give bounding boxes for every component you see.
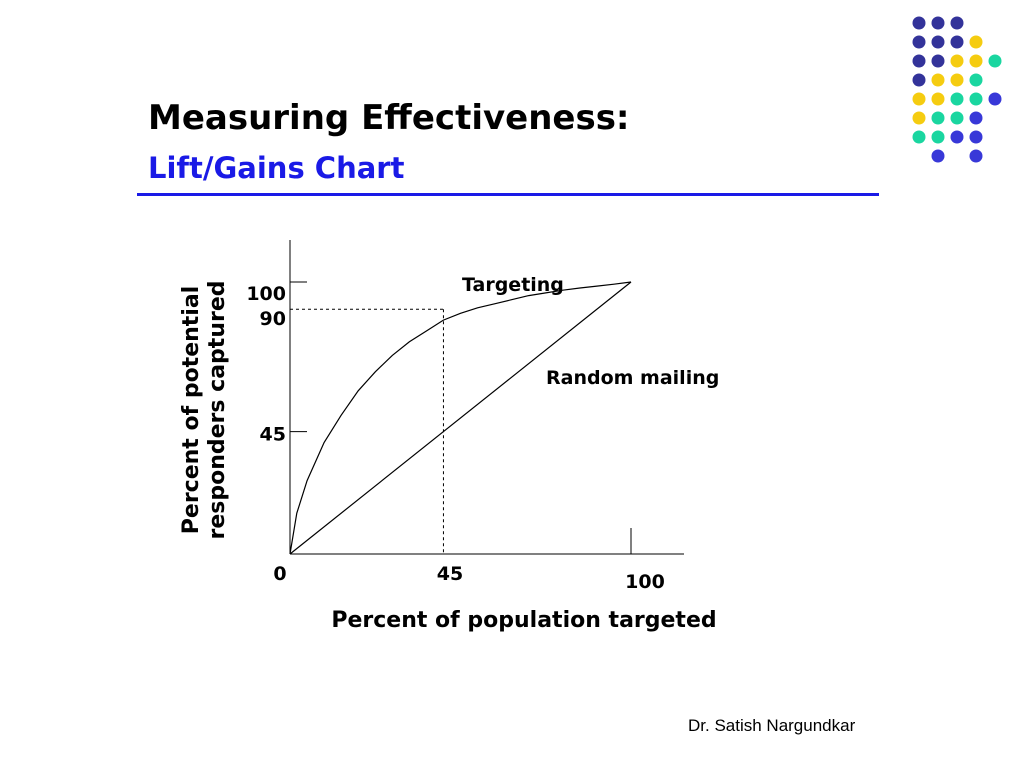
axis-ticks — [290, 281, 632, 554]
decor-dot — [912, 35, 926, 49]
decor-dot — [931, 130, 945, 144]
series-line-random — [289, 281, 632, 555]
slide-subtitle: Lift/Gains Chart — [148, 151, 405, 185]
decor-dot — [931, 16, 945, 30]
y-axis-label-line-1: Percent of potential — [179, 286, 204, 534]
decor-dot — [969, 130, 983, 144]
x-tick-label: 0 — [273, 563, 286, 585]
series-labels: Targeting Random mailing — [462, 274, 719, 389]
y-tick-label: 90 — [260, 308, 286, 330]
decor-dot — [969, 111, 983, 125]
decor-dot — [912, 130, 926, 144]
decor-dot — [931, 54, 945, 68]
decor-dot — [969, 149, 983, 163]
decor-dot — [950, 92, 964, 106]
x-tick-label: 45 — [437, 563, 463, 585]
decor-dot — [931, 73, 945, 87]
decor-dot — [950, 130, 964, 144]
decor-dot — [950, 16, 964, 30]
y-axis-label-line-2: responders captured — [205, 281, 230, 540]
decor-dot — [912, 92, 926, 106]
y-tick-label: 45 — [260, 424, 286, 446]
decor-dot — [912, 54, 926, 68]
decor-dot — [931, 111, 945, 125]
reference-guides — [290, 308, 444, 554]
y-axis-label: Percent of potential responders captured — [179, 281, 230, 540]
decor-dot — [969, 54, 983, 68]
series-label-targeting: Targeting — [462, 274, 564, 296]
series-lines — [289, 281, 632, 555]
series-line-targeting — [289, 281, 632, 555]
x-axis-label: Percent of population targeted — [331, 608, 716, 633]
decorative-dot-grid — [912, 16, 1002, 163]
decor-dot — [950, 73, 964, 87]
decor-dot — [931, 92, 945, 106]
series-label-random: Random mailing — [546, 367, 719, 389]
decor-dot — [969, 92, 983, 106]
y-tick-label: 100 — [246, 283, 286, 305]
decor-dot — [950, 111, 964, 125]
x-tick-label: 100 — [625, 571, 665, 593]
decor-dot — [988, 92, 1002, 106]
decor-dot — [912, 73, 926, 87]
decor-dot — [988, 54, 1002, 68]
axes — [289, 240, 684, 555]
decor-dot — [950, 54, 964, 68]
title-underline — [137, 193, 879, 196]
decor-dot — [931, 35, 945, 49]
decor-dot — [912, 111, 926, 125]
decor-dot — [912, 16, 926, 30]
tick-labels: 45 90 100 0 45 100 — [246, 283, 665, 593]
decor-dot — [969, 73, 983, 87]
slide-title: Measuring Effectiveness: — [148, 98, 630, 138]
footer-author: Dr. Satish Nargundkar — [688, 716, 856, 735]
decor-dot — [969, 35, 983, 49]
decor-dot — [950, 35, 964, 49]
decor-dot — [931, 149, 945, 163]
